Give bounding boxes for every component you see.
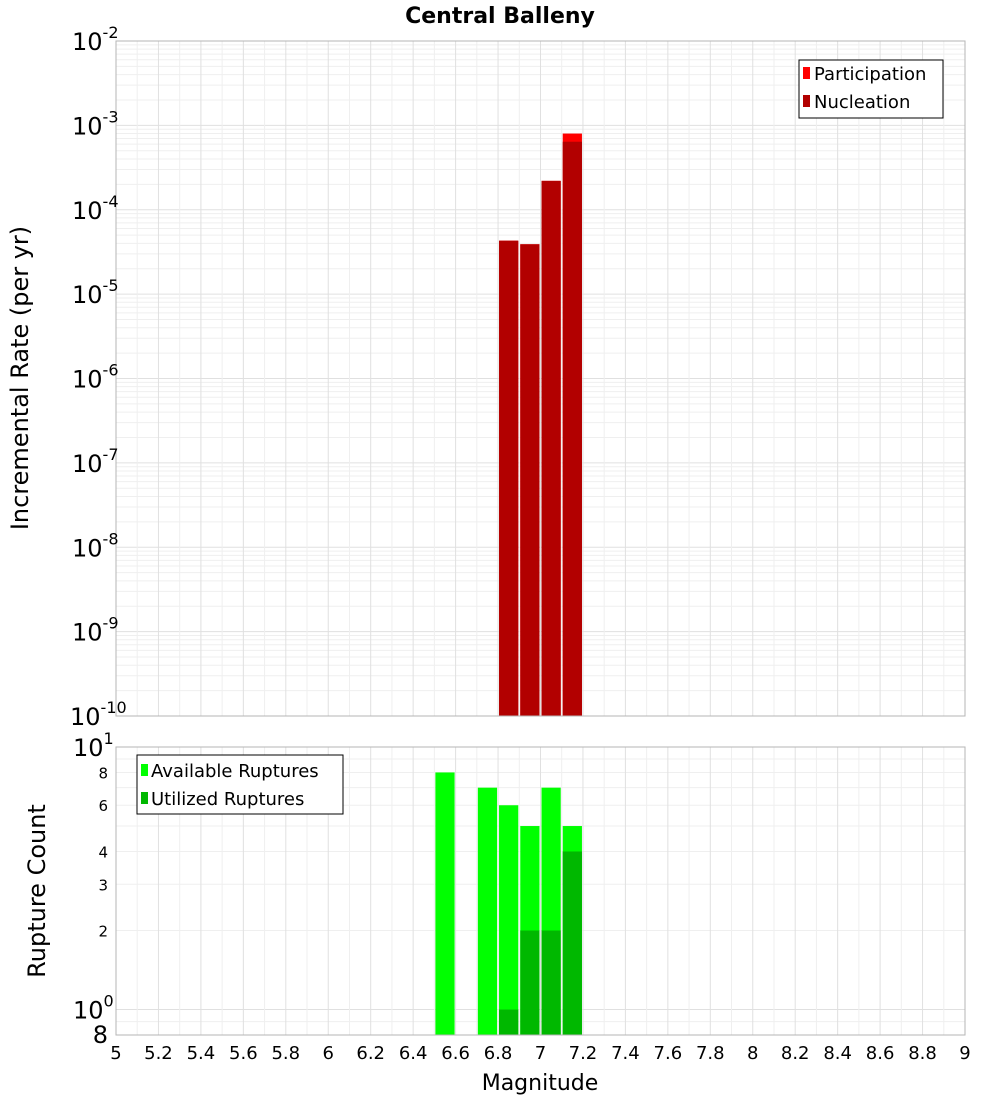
x-tick-label: 8.4	[823, 1043, 852, 1064]
legend-swatch-participation	[803, 67, 810, 79]
x-tick-label: 7.6	[654, 1043, 683, 1064]
x-tick-label: 8.6	[866, 1043, 895, 1064]
x-tick-label: 5.8	[271, 1043, 300, 1064]
x-tick-label: 7.8	[696, 1043, 725, 1064]
bottom-legend-box	[136, 754, 344, 815]
bar-available-ruptures-2	[499, 805, 519, 1035]
top-y-tick-labels: 10-2 10-3 10-4 10-5 10-6 10-7 10-8 10-9 10-10	[70, 23, 127, 731]
top-y-tick-label: 10-3	[72, 107, 119, 140]
bottom-bars	[435, 772, 582, 1035]
x-tick-label: 5.4	[187, 1043, 216, 1064]
x-tick-label: 6.8	[484, 1043, 513, 1064]
legend-label-participation: Participation	[814, 64, 926, 85]
legend-label-nucleation: Nucleation	[814, 92, 910, 113]
top-grid	[115, 40, 966, 717]
bottom-y-minor-tick-label: 6	[98, 797, 108, 815]
bottom-y-minor-tick-label: 4	[98, 843, 108, 861]
bar-nucleation-0	[499, 240, 519, 717]
bottom-y-tick-label: 100	[73, 992, 114, 1025]
bottom-y-axis-label: Rupture Count	[23, 804, 51, 978]
top-y-tick-label: 10-5	[72, 276, 119, 309]
chart-title: Central Balleny	[405, 4, 595, 29]
x-tick-label: 6.4	[399, 1043, 428, 1064]
x-tick-label: 8.2	[781, 1043, 810, 1064]
bottom-y-minor-tick-label: 3	[98, 876, 108, 894]
bar-utilized-ruptures-2	[541, 930, 561, 1035]
top-y-tick-label: 10-4	[72, 192, 119, 225]
top-legend: Participation Nucleation	[798, 59, 944, 119]
x-tick-label: 5.2	[144, 1043, 173, 1064]
top-y-tick-label: 10-2	[72, 23, 119, 56]
top-y-tick-label: 10-6	[72, 361, 119, 394]
top-y-tick-label: 10-7	[72, 445, 119, 478]
top-y-axis-label: Incremental Rate (per yr)	[6, 226, 34, 530]
legend-label-utilized-ruptures: Utilized Ruptures	[151, 789, 304, 810]
bar-nucleation-1	[520, 244, 540, 717]
legend-label-available-ruptures: Available Ruptures	[151, 761, 319, 782]
x-tick-label: 7.4	[611, 1043, 640, 1064]
top-y-tick-label: 10-8	[72, 529, 119, 562]
bottom-y-minor-tick-label: 8	[98, 764, 108, 782]
bar-nucleation-2	[541, 180, 561, 716]
bar-available-ruptures-1	[477, 787, 498, 1035]
bar-utilized-ruptures-0	[499, 1009, 519, 1035]
bottom-y-floor-label: 8	[93, 1021, 108, 1049]
x-tick-labels: 5 5.2 5.4 5.6 5.8 6 6.2 6.4 6.6 6.8 7 7.2 7.4 7.6 7.8 8…	[110, 1043, 970, 1064]
bottom-plot-frame	[115, 746, 966, 1036]
x-tick-label: 5.6	[229, 1043, 258, 1064]
x-tick-label: 5	[110, 1043, 121, 1064]
top-legend-box	[798, 59, 944, 119]
x-tick-label: 7.2	[569, 1043, 598, 1064]
bar-utilized-ruptures-1	[520, 930, 540, 1035]
top-plot-frame	[115, 40, 966, 717]
legend-swatch-available-ruptures	[141, 764, 148, 776]
x-axis-label: Magnitude	[482, 1071, 599, 1096]
top-y-tick-label: 10-9	[72, 614, 119, 647]
bar-available-ruptures-0	[435, 772, 455, 1035]
bottom-y-tick-label: 101	[73, 729, 114, 762]
x-tick-label: 6.6	[441, 1043, 470, 1064]
x-tick-label: 6.2	[356, 1043, 385, 1064]
bar-nucleation-3	[562, 141, 582, 716]
x-tick-label: 7	[535, 1043, 546, 1064]
x-tick-label: 9	[959, 1043, 970, 1064]
x-tick-label: 8	[747, 1043, 758, 1064]
top-bars	[499, 133, 582, 717]
x-tick-label: 6	[323, 1043, 334, 1064]
top-y-tick-label: 10-10	[70, 698, 127, 731]
x-tick-label: 8.8	[908, 1043, 937, 1064]
bottom-legend: Available Ruptures Utilized Ruptures	[136, 754, 344, 815]
bottom-y-minor-tick-label: 2	[98, 923, 108, 941]
bar-utilized-ruptures-3	[562, 851, 582, 1035]
legend-swatch-utilized-ruptures	[141, 792, 148, 804]
legend-swatch-nucleation	[803, 95, 810, 107]
